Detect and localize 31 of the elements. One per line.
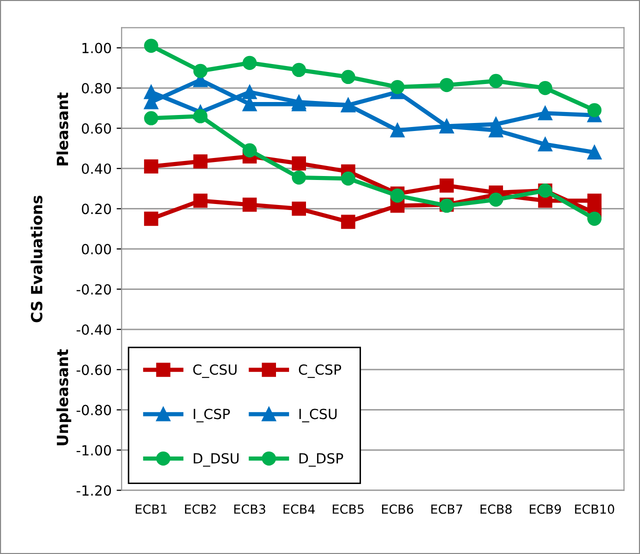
y-tick-label: -0.80 xyxy=(76,404,111,416)
y-tick-label: 0.20 xyxy=(82,204,111,214)
y-tick-label: -0.60 xyxy=(76,364,111,376)
y-tick-label: -1.00 xyxy=(76,445,111,456)
y-axis-title: CS Evaluations xyxy=(30,196,42,322)
y-tick-label: 1.00 xyxy=(82,42,111,54)
legend-label: C_CSU xyxy=(193,364,237,378)
x-tick-label: ECB7 xyxy=(431,504,462,514)
x-tick-label: ECB4 xyxy=(284,504,315,514)
x-tick-label: ECB3 xyxy=(234,504,266,514)
text: Pleasant xyxy=(56,92,68,166)
y-tick-label: 0.00 xyxy=(82,244,111,254)
legend-label: I_CSP xyxy=(194,408,230,422)
x-tick-label: ECB8 xyxy=(480,504,512,514)
legend-label: D_DSP xyxy=(299,453,344,467)
x-tick-label: ECB5 xyxy=(332,504,364,514)
y-tick-label: -1.20 xyxy=(76,485,111,496)
y-tick-label: 0.60 xyxy=(82,123,111,134)
y-tick-label: 0.40 xyxy=(82,163,111,174)
x-tick-label: ECB2 xyxy=(185,504,216,514)
legend-label: C_CSP xyxy=(298,364,342,378)
x-tick-label: ECB10 xyxy=(575,504,614,514)
legend-label: D_DSU xyxy=(194,453,239,467)
y-tick-label: -0.20 xyxy=(76,284,111,295)
y-tick-label: 0.80 xyxy=(82,83,111,94)
x-tick-label: ECB9 xyxy=(530,504,561,514)
text: Unpleasant xyxy=(56,349,72,446)
y-tick-label: -0.40 xyxy=(76,324,111,335)
x-tick-label: ECB6 xyxy=(382,504,414,514)
legend-label: I_CSU xyxy=(299,408,337,422)
x-tick-label: ECB1 xyxy=(136,504,167,514)
